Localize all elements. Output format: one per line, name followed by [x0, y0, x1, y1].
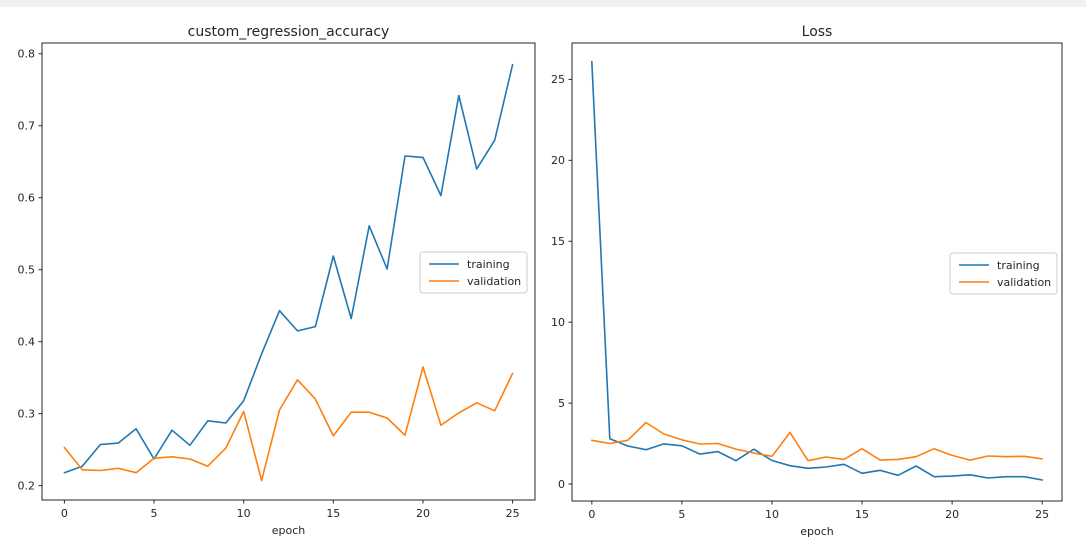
- accuracy-chart-line-training: [63, 63, 514, 474]
- loss-chart-x-tick-label: 10: [765, 508, 779, 521]
- accuracy-chart-legend-label-training: training: [467, 258, 510, 271]
- accuracy-chart-line-validation: [63, 366, 514, 482]
- accuracy-chart-x-tick-label: 0: [61, 507, 68, 520]
- accuracy-chart-y-tick-label: 0.5: [18, 264, 36, 277]
- accuracy-chart-legend-box: [419, 251, 528, 294]
- loss-chart-legend-box: [949, 252, 1058, 295]
- accuracy-chart-x-tick-label: 25: [506, 507, 520, 520]
- accuracy-chart-xlabel: epoch: [272, 524, 306, 537]
- accuracy-chart-x-tick-label: 10: [237, 507, 251, 520]
- accuracy-chart-title: custom_regression_accuracy: [188, 24, 390, 40]
- loss-chart-y-tick-label: 20: [551, 154, 565, 167]
- accuracy-chart-x-tick-label: 5: [151, 507, 158, 520]
- loss-chart-line-validation: [590, 421, 1044, 462]
- chart-loss: Loss 0 5 10 15 20 25 0 5 10 15 20 25 epoch training val…: [551, 24, 1063, 538]
- accuracy-chart-y-tick-label: 0.6: [18, 192, 36, 205]
- window-top-strip: [0, 0, 1086, 7]
- loss-chart-y-tick-label: 0: [558, 478, 565, 491]
- loss-chart-y-tick-label: 5: [558, 397, 565, 410]
- accuracy-chart-y-tick-label: 0.2: [18, 479, 36, 492]
- accuracy-chart-x-tick-label: 15: [326, 507, 340, 520]
- chart-accuracy: custom_regression_accuracy 0 5 10 15 20 25 0.2 0…: [18, 24, 536, 537]
- accuracy-chart-legend-label-validation: validation: [467, 275, 521, 288]
- loss-chart-y-tick-label: 15: [551, 235, 565, 248]
- loss-chart-x-tick-label: 0: [588, 508, 595, 521]
- loss-chart-legend-label-validation: validation: [997, 276, 1051, 289]
- loss-chart-x-tick-label: 5: [678, 508, 685, 521]
- loss-chart-title: Loss: [802, 24, 833, 40]
- accuracy-chart-y-tick-label: 0.7: [18, 120, 36, 133]
- loss-chart-y-tick-label: 10: [551, 316, 565, 329]
- loss-chart-x-tick-label: 25: [1035, 508, 1049, 521]
- loss-chart-xlabel: epoch: [800, 525, 834, 538]
- loss-chart-x-tick-label: 15: [855, 508, 869, 521]
- loss-chart-plot-border: [571, 42, 1063, 502]
- loss-chart-x-tick-label: 20: [945, 508, 959, 521]
- loss-chart-legend-label-training: training: [997, 259, 1040, 272]
- accuracy-chart-y-tick-label: 0.8: [18, 48, 36, 61]
- accuracy-chart-y-tick-label: 0.4: [18, 335, 36, 348]
- accuracy-chart-y-tick-label: 0.3: [18, 407, 36, 420]
- loss-chart-y-tick-label: 25: [551, 73, 565, 86]
- accuracy-chart-plot-border: [41, 42, 536, 501]
- loss-chart-line-training: [590, 60, 1044, 481]
- accuracy-chart-x-tick-label: 20: [416, 507, 430, 520]
